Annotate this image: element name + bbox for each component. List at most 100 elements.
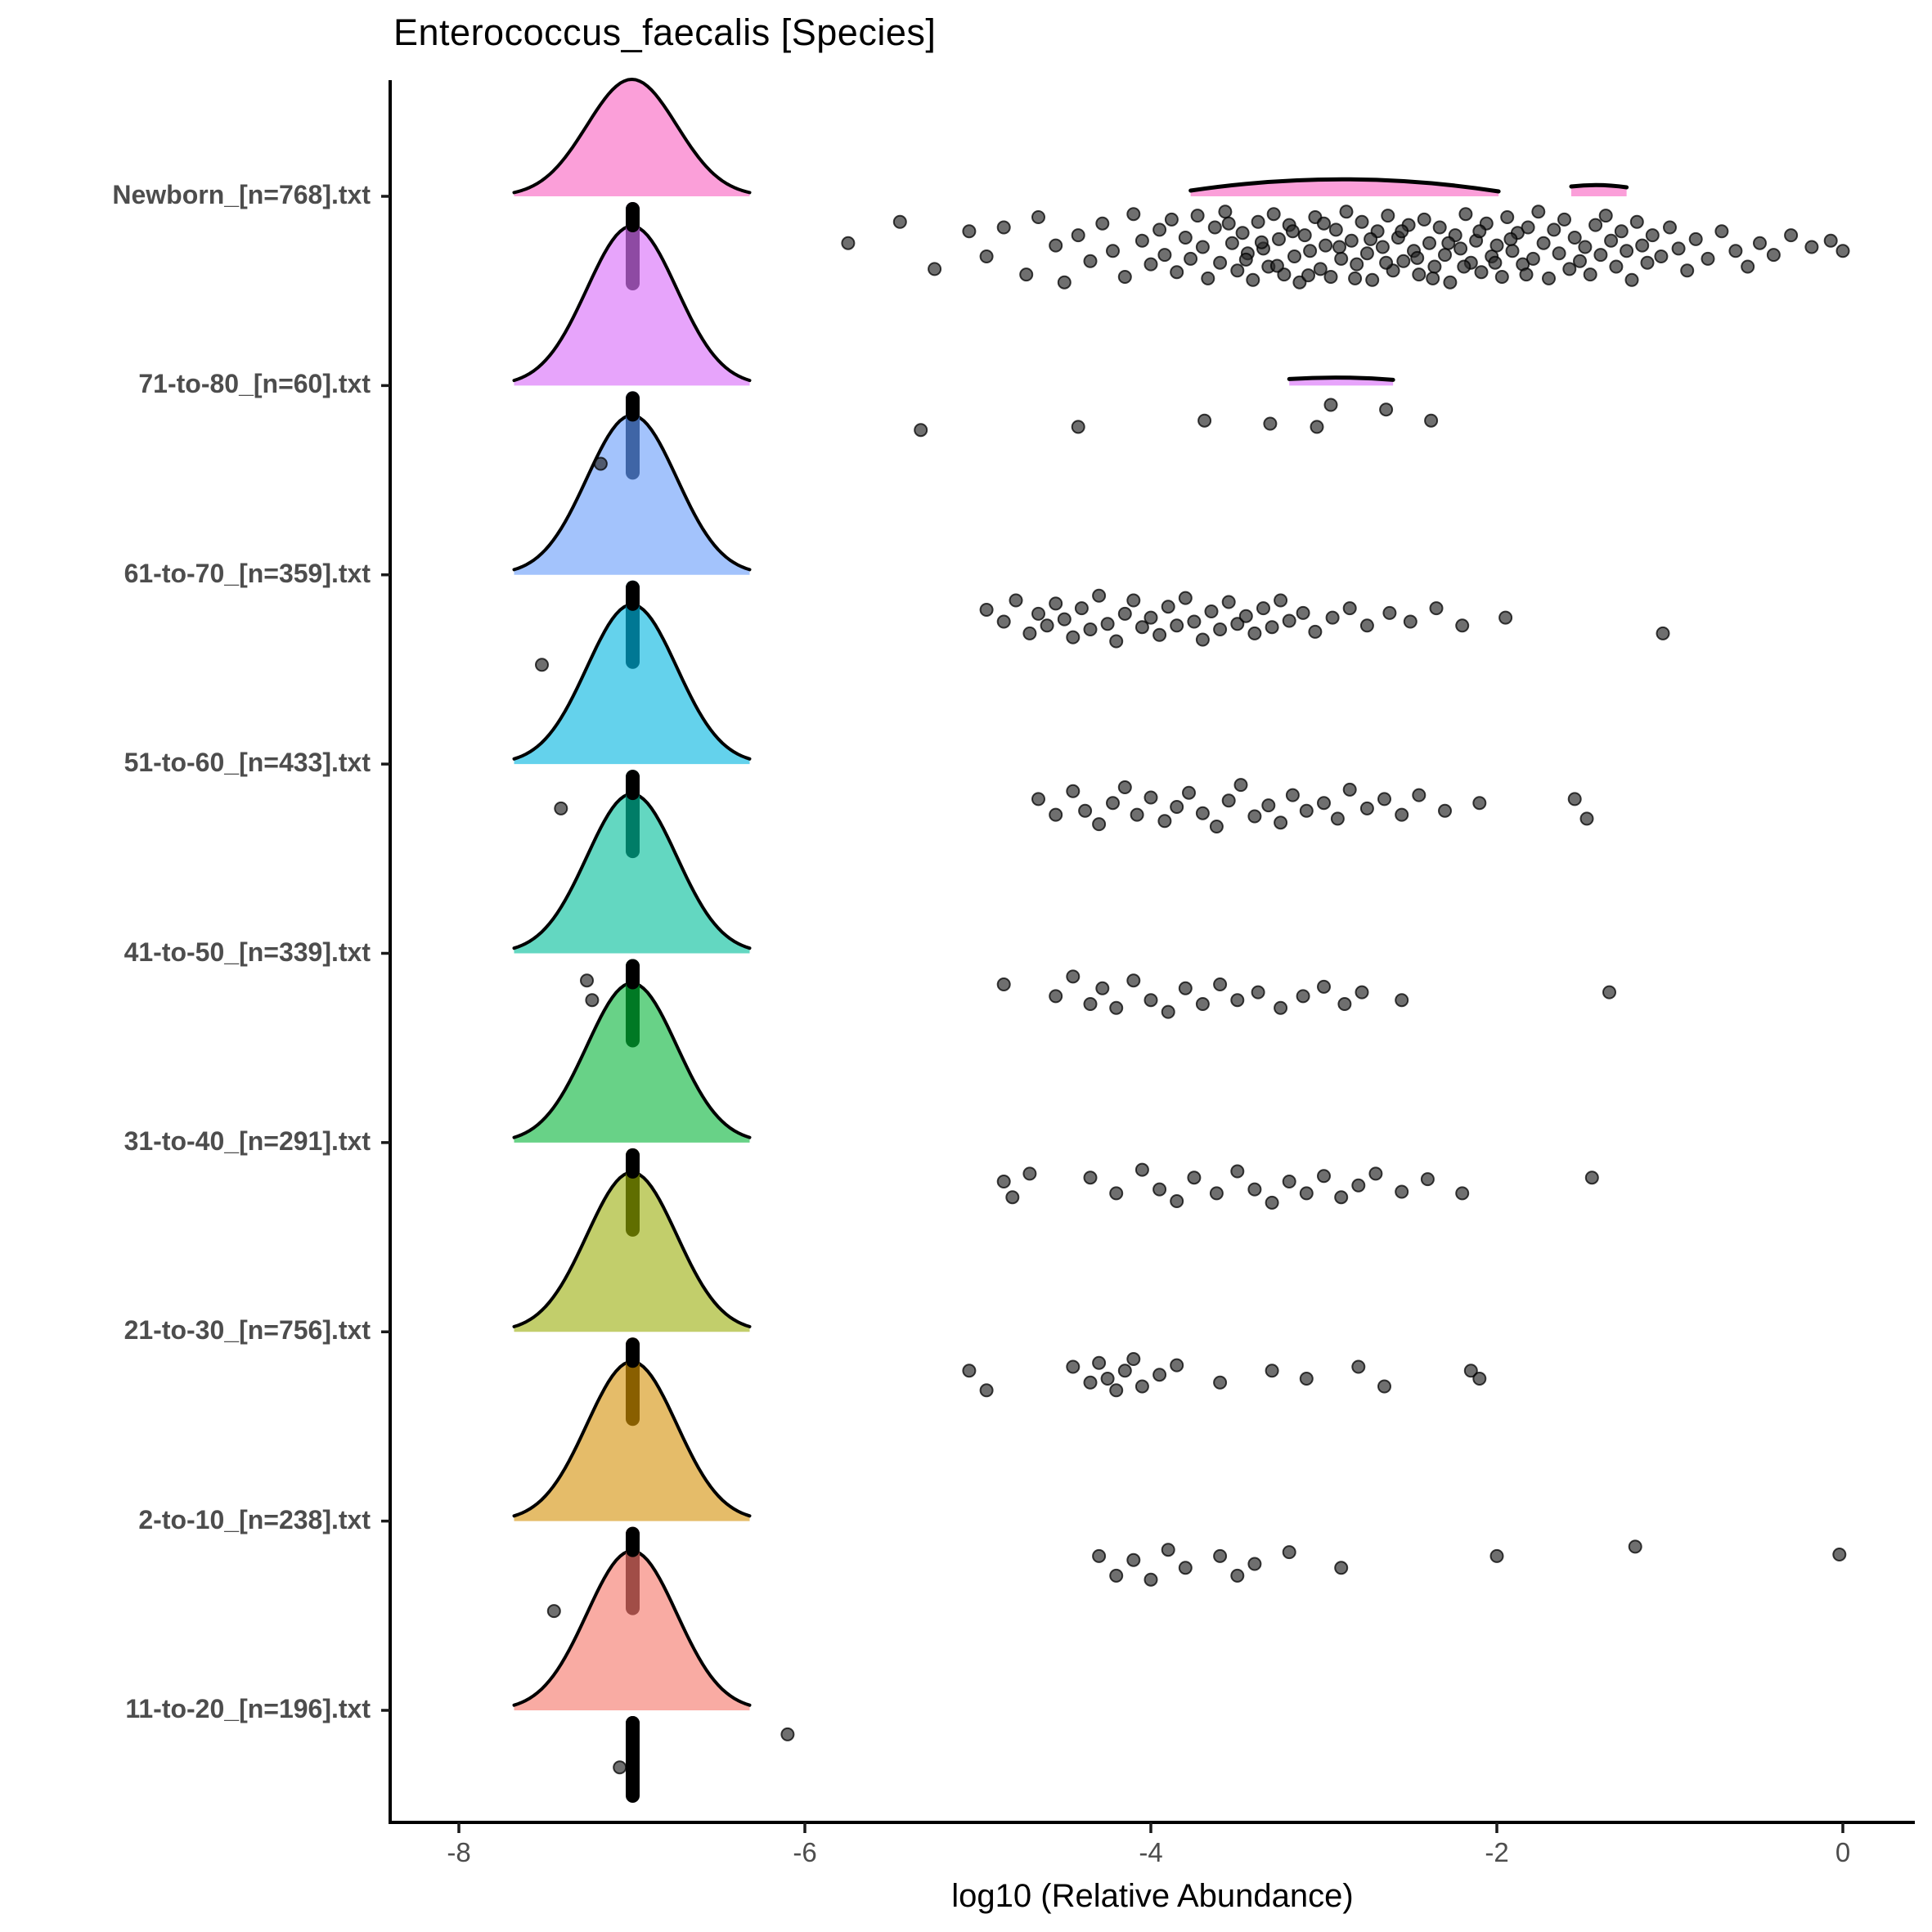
jitter-point (1170, 265, 1184, 280)
jitter-point (1274, 593, 1288, 608)
jitter-point (1784, 228, 1799, 243)
jitter-point (1505, 244, 1520, 258)
jitter-point (1230, 1568, 1245, 1583)
jitter-point (1395, 807, 1409, 822)
jitter-point (1083, 1170, 1098, 1185)
jitter-point (1379, 255, 1394, 270)
jitter-point (585, 993, 600, 1008)
jitter-point (1049, 989, 1063, 1004)
jitter-point (1472, 796, 1487, 811)
jitter-point (1161, 600, 1175, 614)
jitter-point (1083, 997, 1098, 1011)
jitter-point (1334, 251, 1349, 266)
jitter-point (1266, 207, 1281, 222)
jitter-point (1573, 254, 1587, 268)
jitter-point (1285, 788, 1300, 802)
jitter-point (1438, 803, 1452, 818)
jitter-point (1604, 233, 1619, 248)
jitter-point (1417, 212, 1431, 227)
jitter-point (1246, 272, 1260, 287)
jitter-point (1083, 622, 1098, 636)
jitter-point (1134, 620, 1149, 635)
jitter-point (1426, 271, 1440, 285)
jitter-point (1310, 420, 1324, 434)
jitter-point (1066, 784, 1081, 798)
jitter-point (1066, 630, 1081, 645)
jitter-point (1083, 254, 1098, 268)
jitter-point (1178, 1561, 1193, 1575)
jitter-point (1126, 593, 1141, 608)
jitter-point (1247, 1182, 1262, 1197)
jitter-point (1170, 618, 1184, 633)
jitter-point (1355, 985, 1369, 1000)
jitter-point (1019, 267, 1034, 282)
jitter-point (1195, 632, 1210, 647)
jitter-point (1489, 1548, 1504, 1563)
jitter-point (1178, 591, 1193, 605)
jitter-point (1463, 1364, 1478, 1378)
jitter-point (1766, 248, 1781, 263)
interval-stick (626, 959, 640, 990)
jitter-point (1109, 1000, 1124, 1015)
jitter-point (1251, 985, 1265, 1000)
jitter-point (1297, 228, 1312, 243)
jitter-point (1359, 801, 1374, 815)
jitter-point (1213, 255, 1228, 270)
jitter-point (1375, 240, 1390, 254)
jitter-point (1238, 609, 1253, 623)
density-bell-fill (514, 1361, 750, 1521)
jitter-point (841, 236, 856, 250)
jitter-point (1714, 224, 1729, 239)
density-slab-outline (1188, 177, 1501, 194)
x-tick (457, 1822, 461, 1833)
jitter-point (1049, 807, 1063, 822)
jitter-point (1109, 1383, 1124, 1398)
jitter-point (1741, 259, 1755, 274)
jitter-point (1429, 601, 1444, 616)
jitter-point (1282, 613, 1296, 628)
jitter-point (1355, 214, 1369, 229)
chart-title: Enterococcus_faecalis [Species] (393, 11, 937, 53)
jitter-point (1494, 270, 1509, 284)
jitter-point (1412, 788, 1427, 802)
interval-stick (626, 391, 640, 422)
y-axis-label: Newborn_[n=768].txt (112, 180, 371, 209)
jitter-point (1197, 413, 1212, 428)
jitter-point (1071, 420, 1085, 434)
jitter-point (580, 973, 594, 988)
jitter-point (962, 224, 977, 239)
jitter-point (1164, 212, 1179, 227)
jitter-point (1182, 785, 1196, 800)
jitter-point (1455, 618, 1470, 633)
jitter-point (1453, 241, 1468, 256)
jitter-point (1332, 240, 1346, 254)
jitter-point (1299, 1372, 1314, 1386)
jitter-point (1204, 604, 1219, 618)
jitter-point (1170, 1194, 1184, 1208)
y-tick (381, 384, 390, 388)
jitter-point (554, 801, 568, 815)
jitter-point (1100, 617, 1115, 631)
jitter-point (1230, 263, 1245, 278)
jitter-point (1221, 595, 1236, 609)
jitter-point (1498, 610, 1513, 625)
density-bell-outline (512, 78, 752, 195)
jitter-point (1624, 272, 1639, 287)
jitter-point (1489, 238, 1504, 253)
jitter-point (1359, 246, 1374, 261)
interval-stick (626, 770, 640, 801)
jitter-point (1195, 240, 1210, 254)
jitter-point (1152, 1368, 1167, 1382)
jitter-point (1308, 624, 1323, 639)
interval-stick (626, 202, 640, 232)
jitter-point (996, 220, 1011, 235)
jitter-point (1161, 1543, 1175, 1557)
jitter-point (1221, 793, 1236, 808)
y-tick (381, 762, 390, 766)
jitter-point (1323, 270, 1338, 284)
jitter-point (979, 1383, 994, 1398)
jitter-point (1230, 1164, 1245, 1179)
density-bell-fill (514, 793, 750, 954)
